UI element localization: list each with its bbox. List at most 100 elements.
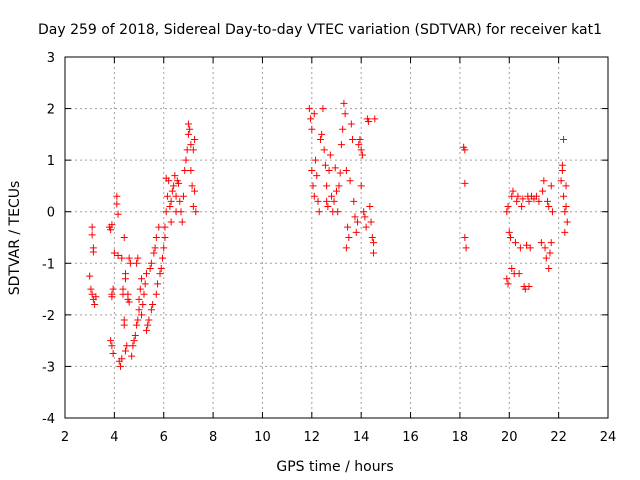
data-point (142, 326, 150, 334)
data-point (156, 270, 164, 278)
data-point (462, 244, 470, 252)
data-point (118, 355, 126, 363)
data-point (537, 239, 545, 247)
data-point (309, 182, 317, 190)
data-point (371, 115, 379, 123)
data-point (325, 166, 333, 174)
data-point (365, 117, 373, 125)
data-point (135, 295, 143, 303)
data-point (368, 234, 376, 241)
data-point (518, 203, 526, 211)
data-point (312, 156, 320, 164)
data-point (561, 208, 569, 216)
x-tick-label: 20 (501, 430, 518, 445)
data-point (328, 192, 336, 200)
data-point (505, 228, 513, 236)
data-point (504, 203, 512, 211)
x-tick-label: 24 (600, 430, 617, 445)
data-point (525, 197, 533, 205)
data-point (562, 203, 570, 211)
data-point (560, 136, 568, 144)
data-point (114, 252, 122, 260)
chart-title: Day 259 of 2018, Sidereal Day-to-day VTE… (38, 22, 602, 38)
data-point (563, 218, 571, 226)
data-point (503, 208, 511, 216)
data-point (158, 254, 166, 262)
data-point (546, 249, 554, 257)
data-point (519, 195, 527, 203)
data-point (89, 248, 97, 256)
data-point (188, 182, 196, 190)
data-point (88, 223, 96, 231)
x-tick-label: 18 (452, 430, 469, 445)
data-point (323, 197, 331, 205)
data-point (152, 234, 160, 241)
data-point (179, 192, 187, 200)
data-point (129, 342, 137, 350)
data-point (521, 285, 529, 293)
data-point (125, 254, 133, 262)
data-point (149, 301, 157, 309)
data-points (86, 99, 571, 370)
data-point (305, 105, 313, 113)
data-point (133, 321, 141, 329)
data-point (515, 270, 523, 278)
data-point (125, 298, 133, 306)
data-point (514, 192, 522, 200)
data-point (187, 166, 195, 174)
y-tick-label: 2 (47, 103, 55, 118)
data-point (161, 223, 169, 231)
data-point (121, 275, 129, 283)
grid-lines (65, 57, 608, 418)
data-point (176, 197, 184, 205)
data-point (144, 321, 152, 329)
y-tick-label: -1 (42, 257, 55, 272)
data-point (161, 234, 169, 241)
data-point (558, 161, 566, 169)
data-point (330, 197, 338, 205)
data-point (120, 234, 128, 241)
data-point (146, 264, 154, 272)
data-point (147, 259, 155, 267)
data-point (138, 311, 146, 319)
data-point (547, 182, 555, 190)
data-point (167, 197, 175, 205)
data-point (308, 125, 316, 133)
data-point (178, 218, 186, 226)
data-point (151, 244, 159, 252)
data-point (162, 208, 170, 216)
data-point (133, 259, 141, 267)
data-point (150, 249, 158, 257)
data-point (542, 254, 550, 262)
data-point (548, 208, 556, 216)
data-point (123, 342, 131, 350)
data-point (177, 208, 185, 216)
data-point (540, 177, 548, 185)
data-point (539, 187, 547, 195)
data-point (184, 130, 192, 138)
data-point (108, 221, 116, 229)
data-point (341, 110, 349, 118)
data-point (134, 254, 142, 262)
data-point (162, 174, 170, 182)
data-point (108, 342, 116, 350)
data-point (189, 146, 197, 154)
data-point (511, 239, 519, 247)
data-point (353, 218, 361, 226)
data-point (333, 187, 340, 195)
plot-frame (64, 56, 609, 419)
data-point (114, 210, 122, 218)
data-point (145, 316, 153, 324)
x-tick-label: 4 (110, 430, 118, 445)
data-point (120, 321, 128, 329)
data-point (141, 280, 149, 288)
data-point (88, 290, 96, 298)
data-point (321, 161, 329, 169)
data-point (155, 223, 163, 231)
data-point (544, 197, 552, 205)
data-point (168, 187, 176, 195)
data-point (355, 141, 363, 149)
data-point (323, 182, 331, 190)
data-point (370, 239, 378, 247)
